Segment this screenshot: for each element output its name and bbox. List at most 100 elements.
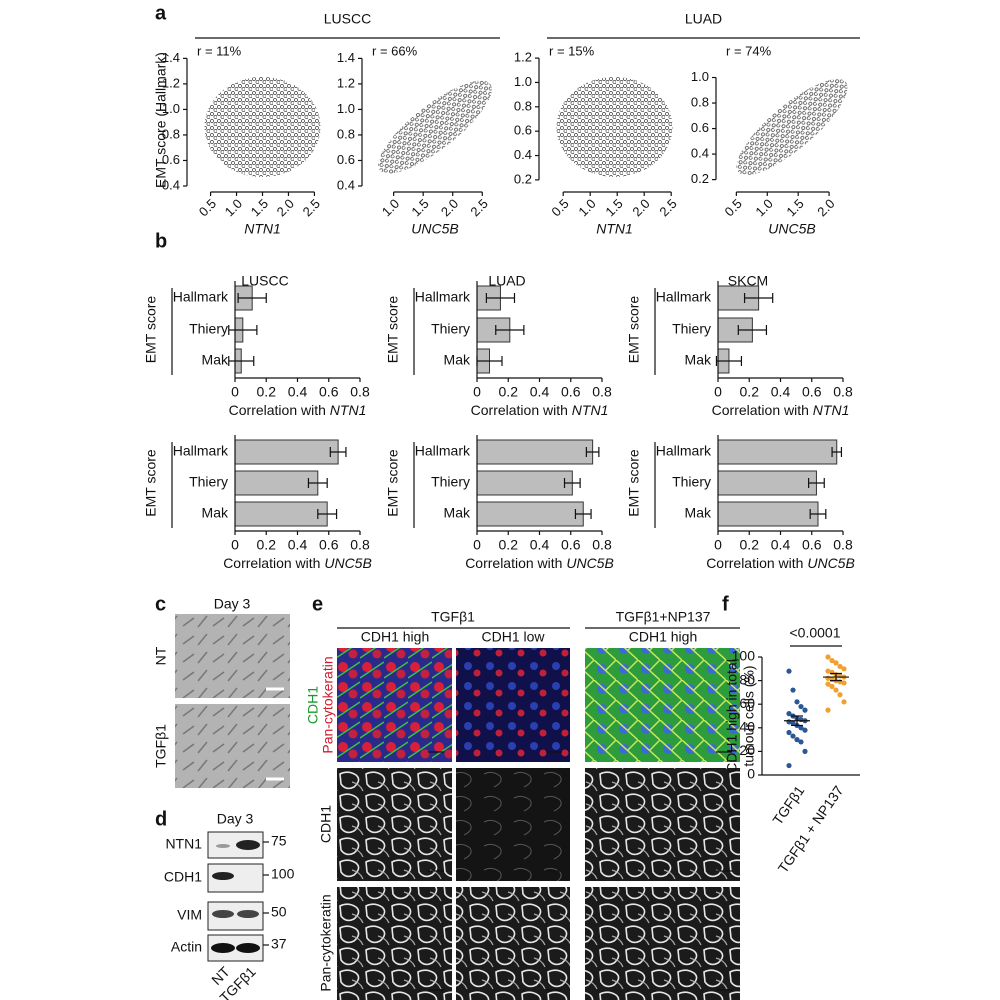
x-axis-label: NTN1 (596, 221, 633, 237)
category-label: Mak (685, 352, 712, 368)
bar (717, 501, 819, 527)
category-label: Mak (444, 505, 471, 521)
data-point (825, 707, 831, 713)
x-axis-label: Correlation with UNC5B (465, 555, 614, 571)
axis-group-label: EMT score (385, 449, 401, 517)
error-bar (317, 509, 338, 519)
x-tick-label: 0.5 (196, 196, 219, 219)
row-label: NT (153, 646, 169, 665)
data-point (802, 748, 808, 755)
band-label: CDH1 (164, 869, 202, 885)
y-tick-label: 0.2 (514, 171, 532, 186)
row-label: CDH1 (318, 805, 334, 843)
bar (476, 501, 584, 527)
y-tick-label: 40 (739, 719, 755, 735)
data-point (790, 720, 796, 726)
y-tick-label: 100 (732, 648, 756, 664)
column-title: LUAD (488, 273, 525, 289)
y-tick-label: 1.4 (162, 50, 180, 65)
x-tick-label: 0 (473, 384, 481, 400)
phase-image (175, 704, 290, 788)
x-tick-label: 0.6 (802, 384, 822, 400)
sem-bar (791, 715, 803, 727)
error-bar (307, 478, 328, 488)
x-tick-label: 2.5 (300, 196, 323, 219)
x-tick-label: 0.8 (350, 384, 370, 400)
point-cloud (736, 78, 848, 176)
category-label: Mak (444, 352, 471, 368)
group-title: LUAD (685, 11, 722, 27)
x-tick-label: 0.6 (319, 384, 339, 400)
category-label: Thiery (672, 321, 711, 337)
group-title: TGFβ1+NP137 (616, 609, 711, 625)
x-tick-label: 0 (714, 537, 722, 553)
x-tick-label: 0.8 (592, 537, 612, 553)
point-cloud (556, 77, 673, 177)
panel-title: Day 3 (217, 811, 254, 827)
x-tick-label: 0.4 (530, 537, 550, 553)
data-point (829, 657, 835, 664)
error-bar (831, 447, 843, 457)
column-title: CDH1 low (481, 629, 545, 645)
y-tick-label: 1.4 (337, 50, 355, 65)
y-tick-label: 0.2 (691, 171, 709, 186)
marker-label: 50 (271, 904, 287, 920)
y-tick-label: 60 (739, 695, 755, 711)
y-tick-label: 1.2 (337, 75, 355, 90)
y-tick-label: 20 (739, 742, 755, 758)
annotation: <0.0001 (790, 625, 841, 641)
category-label: Hallmark (656, 289, 712, 305)
y-axis-label: tumour cells (%) (741, 665, 757, 766)
row-label: Pan-cytokeratin (318, 894, 334, 991)
point-cloud (378, 80, 492, 174)
bar (717, 470, 817, 496)
panel-title: Day 3 (214, 596, 251, 612)
category-label: Hallmark (415, 443, 471, 459)
data-point (794, 699, 800, 705)
error-bar (585, 447, 600, 457)
annotation: r = 74% (726, 43, 772, 58)
x-axis-label: Correlation with NTN1 (471, 402, 609, 418)
x-axis-label: UNC5B (411, 221, 458, 237)
x-tick-label: 0.2 (740, 384, 760, 400)
label-prefix: Correlation with (223, 555, 324, 571)
y-tick-label: 1.0 (162, 101, 180, 116)
category-label: Thiery (431, 474, 470, 490)
error-bar (808, 478, 825, 488)
axis-group-label: EMT score (143, 296, 159, 364)
bar (234, 501, 328, 527)
panel-label: b (155, 230, 167, 252)
data-point (786, 729, 792, 736)
x-tick-label: 1.0 (379, 196, 402, 219)
data-point (841, 666, 847, 672)
error-bar (743, 293, 774, 303)
column-title: LUSCC (241, 273, 288, 289)
x-tick-label: 0.4 (771, 537, 791, 553)
y-tick-label: 0.4 (691, 146, 709, 161)
x-tick-label: 0.4 (288, 537, 308, 553)
y-axis-label: EMT score (Hallmark) (153, 52, 169, 188)
axis-group-label: EMT score (143, 449, 159, 517)
axis-group-label: EMT score (626, 449, 642, 517)
annotation: r = 15% (549, 43, 595, 58)
annotation: r = 66% (372, 43, 418, 58)
panel-label: a (155, 2, 167, 24)
error-bar (574, 509, 592, 519)
x-tick-label: 1.0 (575, 196, 598, 219)
x-tick-label: 2.0 (629, 196, 652, 219)
y-tick-label: 0.4 (162, 177, 180, 192)
x-tick-label: 0.8 (350, 537, 370, 553)
y-tick-label: 80 (739, 671, 755, 687)
x-tick-label: 0 (231, 537, 239, 553)
band-label: VIM (177, 907, 202, 923)
data-point (802, 707, 808, 713)
annotation: r = 11% (197, 43, 242, 58)
error-bar (228, 325, 258, 335)
label-prefix: Correlation with (712, 402, 813, 418)
y-tick-label: 0.6 (162, 152, 180, 167)
data-point (841, 699, 847, 705)
bar (476, 470, 573, 496)
data-point (786, 762, 792, 769)
error-bar (563, 478, 581, 488)
western-blot (207, 831, 264, 962)
